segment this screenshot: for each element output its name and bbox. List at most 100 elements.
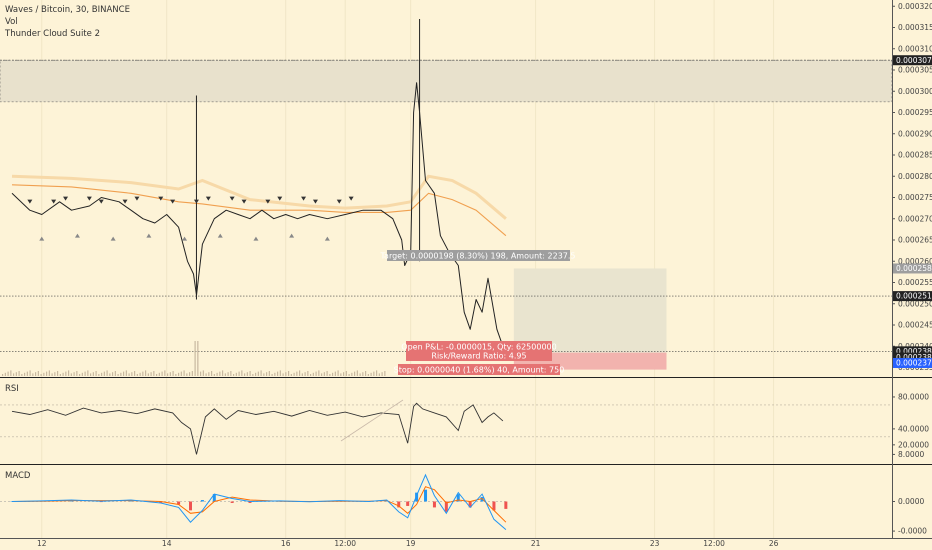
rsi-pane-label[interactable]: RSI: [5, 384, 19, 394]
volume-bar: [233, 374, 235, 376]
macd-hist-bar: [504, 501, 508, 509]
volume-bar: [205, 373, 207, 376]
resistance-zone[interactable]: [0, 59, 893, 103]
volume-bar: [326, 371, 328, 376]
price-path: [11, 82, 507, 351]
volume-bar: [142, 371, 144, 376]
volume-bar: [158, 372, 160, 376]
volume-bar: [68, 370, 70, 376]
volume-bar: [175, 374, 177, 376]
time-tick-label: 26: [769, 539, 779, 548]
volume-bar: [213, 374, 215, 376]
volume-bar: [153, 371, 155, 376]
volume-bar: [131, 372, 133, 376]
macd-hist-bar: [424, 489, 428, 502]
rsi-tick-label: 80.0000: [898, 393, 929, 402]
volume-bar: [238, 371, 240, 376]
volume-bar: [134, 371, 136, 376]
price-spikes: [195, 19, 421, 300]
volume-bar: [79, 374, 81, 376]
volume-bar: [332, 372, 334, 376]
volume-bar: [43, 372, 45, 376]
time-axis[interactable]: 12 14 16 12:00 19 21 23 12:00 26: [37, 539, 779, 548]
volume-bar: [348, 374, 350, 376]
target-label[interactable]: Target: 0.0000198 (8.30%) 198, Amount: 2…: [379, 250, 576, 261]
macd-hist-bar: [200, 500, 204, 502]
volume-bar: [32, 373, 34, 376]
volume-bar: [296, 371, 298, 376]
buy-arrow-icon: [324, 236, 330, 241]
volume-bar: [321, 373, 323, 376]
stop-label[interactable]: Stop: 0.0000040 (1.68%) 40, Amount: 750: [394, 364, 565, 375]
sell-arrow-icon: [301, 196, 307, 201]
price-level-text: 0.0003073: [896, 56, 932, 65]
macd-hist-bar: [456, 494, 460, 502]
sell-arrow-icon: [205, 196, 211, 201]
volume-bar: [186, 373, 188, 376]
price-level-badge: [893, 358, 932, 368]
macd-pane-label[interactable]: MACD: [5, 471, 31, 481]
volume-bar: [219, 371, 221, 376]
volume-bar: [365, 371, 367, 376]
sell-arrow-icon: [336, 199, 342, 204]
macd-axis[interactable]: 0.0000 -0.0000: [892, 497, 927, 536]
buy-arrow-icon: [39, 236, 45, 241]
volume-bar: [235, 372, 237, 376]
volume-bar: [37, 371, 39, 376]
volume-bar: [125, 370, 127, 376]
macd-hist-bar: [480, 497, 484, 502]
volume-bar: [169, 372, 171, 376]
volume-bar: [373, 371, 375, 376]
target-zone-box[interactable]: [513, 268, 667, 353]
macd-histogram: [10, 489, 508, 512]
volume-bar: [257, 371, 259, 376]
sell-arrow-icon: [170, 199, 176, 204]
sell-arrow-icon: [265, 199, 271, 204]
volume-bar: [109, 373, 111, 376]
volume-bar: [216, 372, 218, 376]
rsi-bands: [0, 404, 892, 438]
volume-bar: [167, 373, 169, 376]
rsi-trendline[interactable]: [340, 399, 404, 442]
volume-bar: [172, 371, 174, 376]
volume-bar: [112, 372, 114, 376]
indicator-tcs-label[interactable]: Thunder Cloud Suite 2: [4, 29, 100, 39]
volume-bar: [315, 371, 317, 376]
volume-bar: [307, 371, 309, 376]
pnl-label[interactable]: Open P&L: -0.0000015, Qty: 62500000 Risk…: [401, 341, 557, 361]
sell-arrow-icon: [63, 196, 69, 201]
volume-bar: [106, 370, 108, 376]
buy-arrow-icon: [110, 236, 116, 241]
volume-bar: [4, 372, 6, 376]
volume-bar: [241, 370, 243, 376]
symbol-title[interactable]: Waves / Bitcoin, 30, BINANCE: [5, 5, 130, 15]
volume-bar: [161, 371, 163, 376]
macd-hist-bar: [468, 501, 472, 508]
ema-slow-line: [11, 174, 507, 220]
price-level-text: 0.0002518: [896, 292, 932, 301]
volume-bar: [95, 371, 97, 376]
volume-bar: [84, 371, 86, 376]
time-tick-label: 21: [531, 539, 541, 548]
volume-bar: [62, 372, 64, 376]
indicator-vol-label[interactable]: Vol: [5, 17, 18, 27]
volume-bar: [329, 374, 331, 376]
sell-arrow-icon: [229, 196, 235, 201]
volume-bar: [73, 372, 75, 376]
time-tick-label: 12:00: [334, 539, 356, 548]
volume-bar: [92, 372, 94, 376]
macd-hist-bar: [189, 501, 192, 511]
volume-bar: [249, 371, 251, 376]
volume-bar: [90, 373, 92, 376]
volume-bar: [224, 373, 226, 376]
sell-arrow-icon: [348, 196, 354, 201]
buy-arrow-icon: [253, 236, 259, 241]
volume-bar: [197, 341, 199, 376]
volume-bar: [351, 372, 353, 376]
